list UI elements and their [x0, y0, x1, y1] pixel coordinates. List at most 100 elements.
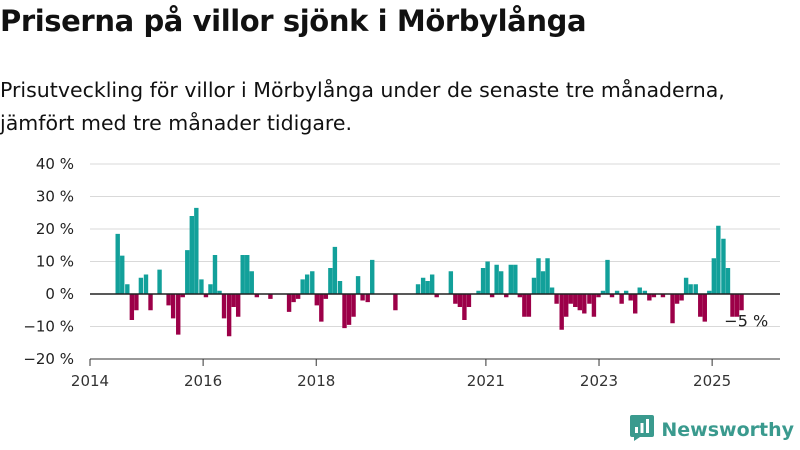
bar [457, 294, 463, 307]
bar [526, 294, 532, 317]
bar [429, 274, 435, 294]
x-tick-label: 2014 [71, 372, 109, 390]
bar [370, 259, 375, 295]
bar [476, 290, 481, 294]
newsworthy-brand[interactable]: Newsworthy [629, 414, 794, 446]
bar [448, 271, 454, 294]
bar [342, 294, 347, 329]
bar [346, 294, 352, 325]
bar [536, 258, 541, 294]
bar-chart: −20 %−10 %0 %10 %20 %30 %40 % 2014 2016 20… [23, 155, 780, 390]
y-tick-label: 20 % [36, 220, 74, 238]
bar [494, 264, 499, 294]
last-value-annotation: −5 % [724, 311, 768, 330]
bar [138, 277, 144, 294]
bar [734, 294, 740, 317]
bar [739, 294, 744, 311]
bar [633, 294, 638, 314]
bar [651, 294, 657, 298]
bar [489, 294, 495, 298]
bar [129, 294, 135, 320]
bar [674, 294, 680, 304]
brand-name: Newsworthy [661, 419, 794, 441]
bar [310, 271, 315, 294]
bar [559, 294, 564, 330]
bar [235, 294, 241, 317]
bar [480, 268, 486, 294]
bar [120, 255, 125, 294]
y-tick-label: 30 % [36, 188, 74, 206]
bar-series [115, 207, 744, 337]
bar [485, 261, 490, 294]
bar [660, 294, 666, 298]
bar [295, 294, 301, 299]
bar [393, 294, 398, 311]
bar [328, 268, 333, 294]
bar [148, 294, 153, 311]
x-tick-label: 2023 [580, 372, 618, 390]
y-axis-ticks: −20 % −10 % 0 % 10 % 20 % 30 % 40 % [23, 155, 74, 368]
chart-title: Priserna på villor sjönk i Mörbylånga [0, 4, 587, 38]
x-tick-label: 2025 [693, 372, 731, 390]
bar [420, 277, 426, 294]
bar [637, 287, 642, 294]
bar [619, 294, 624, 304]
bar [609, 294, 615, 298]
bar [189, 216, 194, 294]
bar [707, 290, 712, 294]
bar [291, 294, 296, 303]
bar [628, 294, 633, 301]
bar [319, 294, 324, 322]
bar [351, 294, 356, 317]
bar [568, 294, 573, 304]
bar [157, 269, 162, 295]
bar [268, 294, 273, 299]
bar [647, 294, 652, 301]
chart-subtitle: Prisutveckling för villor i Mörbylånga u… [0, 78, 725, 135]
bar [300, 279, 305, 295]
bar [623, 290, 629, 294]
bar [180, 294, 185, 298]
bar [249, 271, 254, 294]
bar [332, 246, 338, 294]
bar [504, 294, 509, 298]
bar [725, 268, 731, 294]
x-tick-label: 2018 [297, 372, 335, 390]
bar [702, 294, 707, 322]
bar [545, 258, 550, 294]
bar [231, 294, 236, 307]
bar [513, 264, 518, 294]
bar [716, 225, 721, 294]
bar [203, 294, 209, 298]
bar [698, 294, 703, 317]
bar [323, 294, 329, 299]
bar [226, 294, 232, 337]
bar [134, 294, 139, 311]
bar [721, 238, 726, 294]
bar [360, 294, 365, 301]
bar [582, 294, 587, 314]
bar [587, 294, 592, 304]
bar [337, 281, 343, 294]
bar [614, 290, 620, 294]
x-tick-label: 2016 [184, 372, 222, 390]
bar [314, 294, 319, 306]
y-tick-label: −20 % [23, 350, 74, 368]
bar [605, 259, 610, 295]
bar [143, 274, 149, 294]
bar [564, 294, 569, 317]
x-tick-label: 2021 [467, 372, 505, 390]
bar [170, 294, 176, 319]
y-tick-label: 40 % [36, 155, 74, 173]
bar [355, 276, 361, 295]
bar [217, 290, 222, 294]
newsworthy-logo-icon [629, 414, 655, 446]
bar [125, 284, 130, 294]
bar [254, 294, 260, 298]
y-tick-label: 0 % [45, 285, 74, 303]
bar [642, 290, 648, 294]
bar [517, 294, 523, 298]
bar [573, 294, 578, 307]
bar [453, 294, 458, 304]
bar [679, 294, 684, 301]
